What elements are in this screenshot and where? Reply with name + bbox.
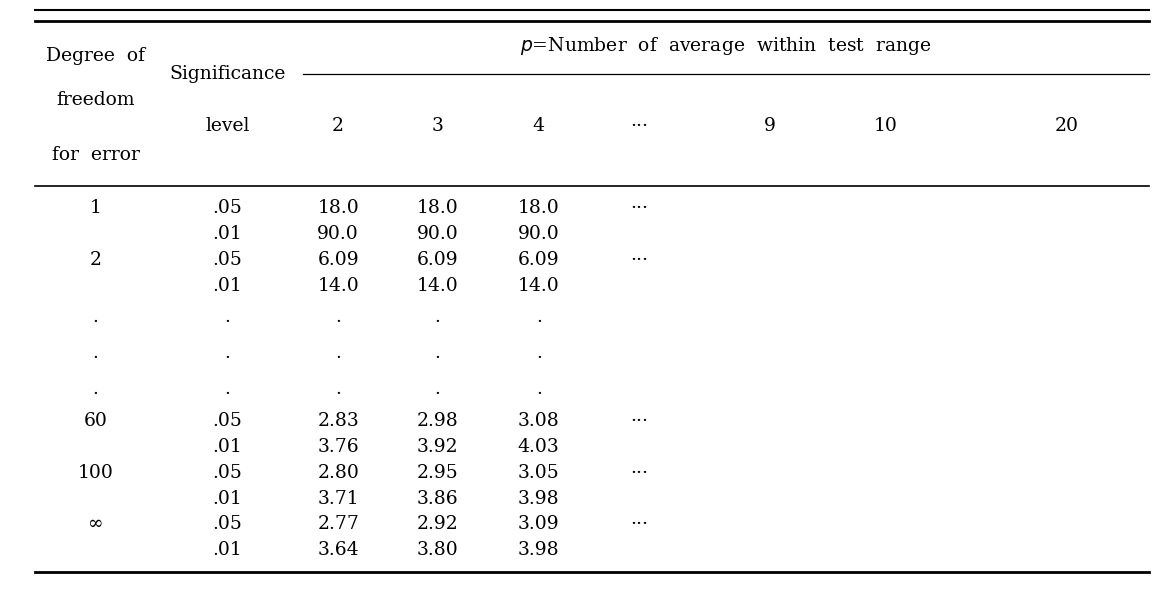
Text: 2.98: 2.98 — [416, 412, 458, 430]
Text: 2.92: 2.92 — [416, 516, 458, 533]
Text: ···: ··· — [630, 412, 648, 430]
Text: 20: 20 — [1055, 117, 1079, 135]
Text: .01: .01 — [212, 490, 243, 507]
Text: .: . — [224, 308, 231, 326]
Text: 6.09: 6.09 — [518, 251, 560, 268]
Text: 10: 10 — [874, 117, 898, 135]
Text: 18.0: 18.0 — [518, 199, 560, 217]
Text: freedom: freedom — [56, 91, 135, 109]
Text: 90.0: 90.0 — [518, 225, 560, 242]
Text: 6.09: 6.09 — [317, 251, 359, 268]
Text: 3.05: 3.05 — [518, 464, 560, 481]
Text: .: . — [335, 308, 342, 326]
Text: .05: .05 — [212, 516, 243, 533]
Text: 90.0: 90.0 — [317, 225, 359, 242]
Text: 2.80: 2.80 — [317, 464, 359, 481]
Text: 6.09: 6.09 — [416, 251, 458, 268]
Text: ···: ··· — [630, 516, 648, 533]
Text: .05: .05 — [212, 412, 243, 430]
Text: 2.83: 2.83 — [317, 412, 359, 430]
Text: .: . — [535, 381, 542, 398]
Text: 14.0: 14.0 — [416, 277, 458, 294]
Text: 18.0: 18.0 — [416, 199, 458, 217]
Text: .: . — [92, 344, 99, 362]
Text: 2.77: 2.77 — [317, 516, 359, 533]
Text: 14.0: 14.0 — [518, 277, 560, 294]
Text: 3.08: 3.08 — [518, 412, 560, 430]
Text: .: . — [92, 381, 99, 398]
Text: ···: ··· — [630, 117, 648, 135]
Text: .05: .05 — [212, 464, 243, 481]
Text: 100: 100 — [78, 464, 113, 481]
Text: .: . — [335, 381, 342, 398]
Text: ∞: ∞ — [87, 516, 104, 533]
Text: 3.80: 3.80 — [416, 542, 458, 559]
Text: 2.95: 2.95 — [416, 464, 458, 481]
Text: .01: .01 — [212, 438, 243, 455]
Text: level: level — [205, 117, 250, 135]
Text: .: . — [224, 381, 231, 398]
Text: 3.98: 3.98 — [518, 542, 560, 559]
Text: 2: 2 — [90, 251, 101, 268]
Text: .: . — [434, 381, 441, 398]
Text: 3.92: 3.92 — [416, 438, 458, 455]
Text: ···: ··· — [630, 251, 648, 268]
Text: 90.0: 90.0 — [416, 225, 458, 242]
Text: $p$=Number  of  average  within  test  range: $p$=Number of average within test range — [520, 35, 932, 57]
Text: 3.09: 3.09 — [518, 516, 560, 533]
Text: .: . — [434, 344, 441, 362]
Text: .05: .05 — [212, 251, 243, 268]
Text: ···: ··· — [630, 199, 648, 217]
Text: 18.0: 18.0 — [317, 199, 359, 217]
Text: ···: ··· — [630, 464, 648, 481]
Text: 3.64: 3.64 — [317, 542, 359, 559]
Text: .: . — [335, 344, 342, 362]
Text: 14.0: 14.0 — [317, 277, 359, 294]
Text: 3.86: 3.86 — [416, 490, 458, 507]
Text: for  error: for error — [51, 146, 140, 163]
Text: 3.76: 3.76 — [317, 438, 359, 455]
Text: 9: 9 — [764, 117, 775, 135]
Text: .: . — [224, 344, 231, 362]
Text: Degree  of: Degree of — [47, 47, 145, 65]
Text: .: . — [434, 308, 441, 326]
Text: .05: .05 — [212, 199, 243, 217]
Text: .01: .01 — [212, 277, 243, 294]
Text: .: . — [92, 308, 99, 326]
Text: .01: .01 — [212, 542, 243, 559]
Text: 2: 2 — [332, 117, 344, 135]
Text: .: . — [535, 308, 542, 326]
Text: 4.03: 4.03 — [518, 438, 560, 455]
Text: Significance: Significance — [169, 65, 286, 83]
Text: 60: 60 — [84, 412, 107, 430]
Text: 3.98: 3.98 — [518, 490, 560, 507]
Text: 4: 4 — [533, 117, 545, 135]
Text: .01: .01 — [212, 225, 243, 242]
Text: 3.71: 3.71 — [317, 490, 359, 507]
Text: 1: 1 — [90, 199, 101, 217]
Text: 3: 3 — [431, 117, 443, 135]
Text: .: . — [535, 344, 542, 362]
